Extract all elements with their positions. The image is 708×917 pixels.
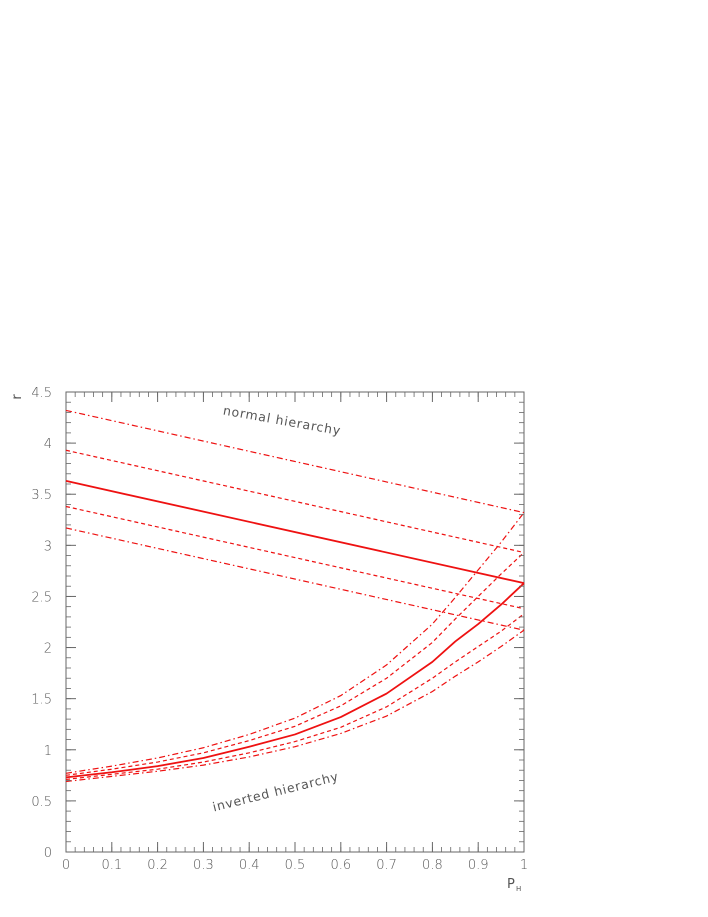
x-tick-label: 0.8 <box>422 858 443 873</box>
y-tick-label: 2 <box>44 642 52 657</box>
y-tick-label: 3.5 <box>31 488 52 503</box>
x-tick-label: 1 <box>520 858 528 873</box>
normal-hierarchy-dashed-line <box>65 505 525 610</box>
x-tick-label: 0.5 <box>285 858 306 873</box>
y-tick-label: 1 <box>44 744 52 759</box>
inverted-hierarchy-dashed-line <box>65 613 525 781</box>
inverted-hierarchy-solid-line <box>65 582 525 779</box>
y-tick-label: 0 <box>44 846 52 861</box>
y-tick-label: 1.5 <box>31 693 52 708</box>
y-tick-label: 2.5 <box>31 590 52 605</box>
inverted-hierarchy-dashdot-line <box>65 629 525 783</box>
y-tick-label: 4.5 <box>31 386 52 401</box>
x-tick-label: 0.1 <box>101 858 122 873</box>
x-tick-label: 0.7 <box>376 858 397 873</box>
y-axis-label: r <box>10 394 25 400</box>
x-axis-label: P <box>507 877 515 892</box>
y-tick-label: 0.5 <box>31 795 52 810</box>
y-tick-label: 4 <box>44 437 52 452</box>
x-tick-label: 0.2 <box>147 858 168 873</box>
x-axis-label-subscript: H <box>516 885 521 893</box>
normal-hierarchy-solid-line <box>65 480 525 585</box>
x-tick-label: 0.6 <box>330 858 351 873</box>
annotation-inverted-hierarchy: inverted hierarchy <box>211 768 340 814</box>
normal-hierarchy-dashdot-line <box>65 409 525 514</box>
x-tick-label: 0.3 <box>193 858 214 873</box>
normal-hierarchy-dashed-line <box>65 449 525 554</box>
tick-labels: 0 0.1 0.2 0.3 0.4 0.5 0.6 0.7 0.8 0.9 1 0 0.5 1 1.5 2 2.… <box>31 386 528 873</box>
inverted-hierarchy-dashed-line <box>65 552 525 776</box>
x-tick-label: 0.4 <box>239 858 260 873</box>
annotation-normal-hierarchy: normal hierarchy <box>222 403 342 439</box>
ticks-layer <box>65 391 525 853</box>
x-tick-label: 0 <box>62 858 70 873</box>
y-tick-label: 3 <box>44 539 52 554</box>
normal-hierarchy-dashdot-line <box>65 527 525 631</box>
x-tick-label: 0.9 <box>468 858 489 873</box>
series-layer <box>65 409 525 783</box>
inverted-hierarchy-dashdot-line <box>65 512 525 774</box>
